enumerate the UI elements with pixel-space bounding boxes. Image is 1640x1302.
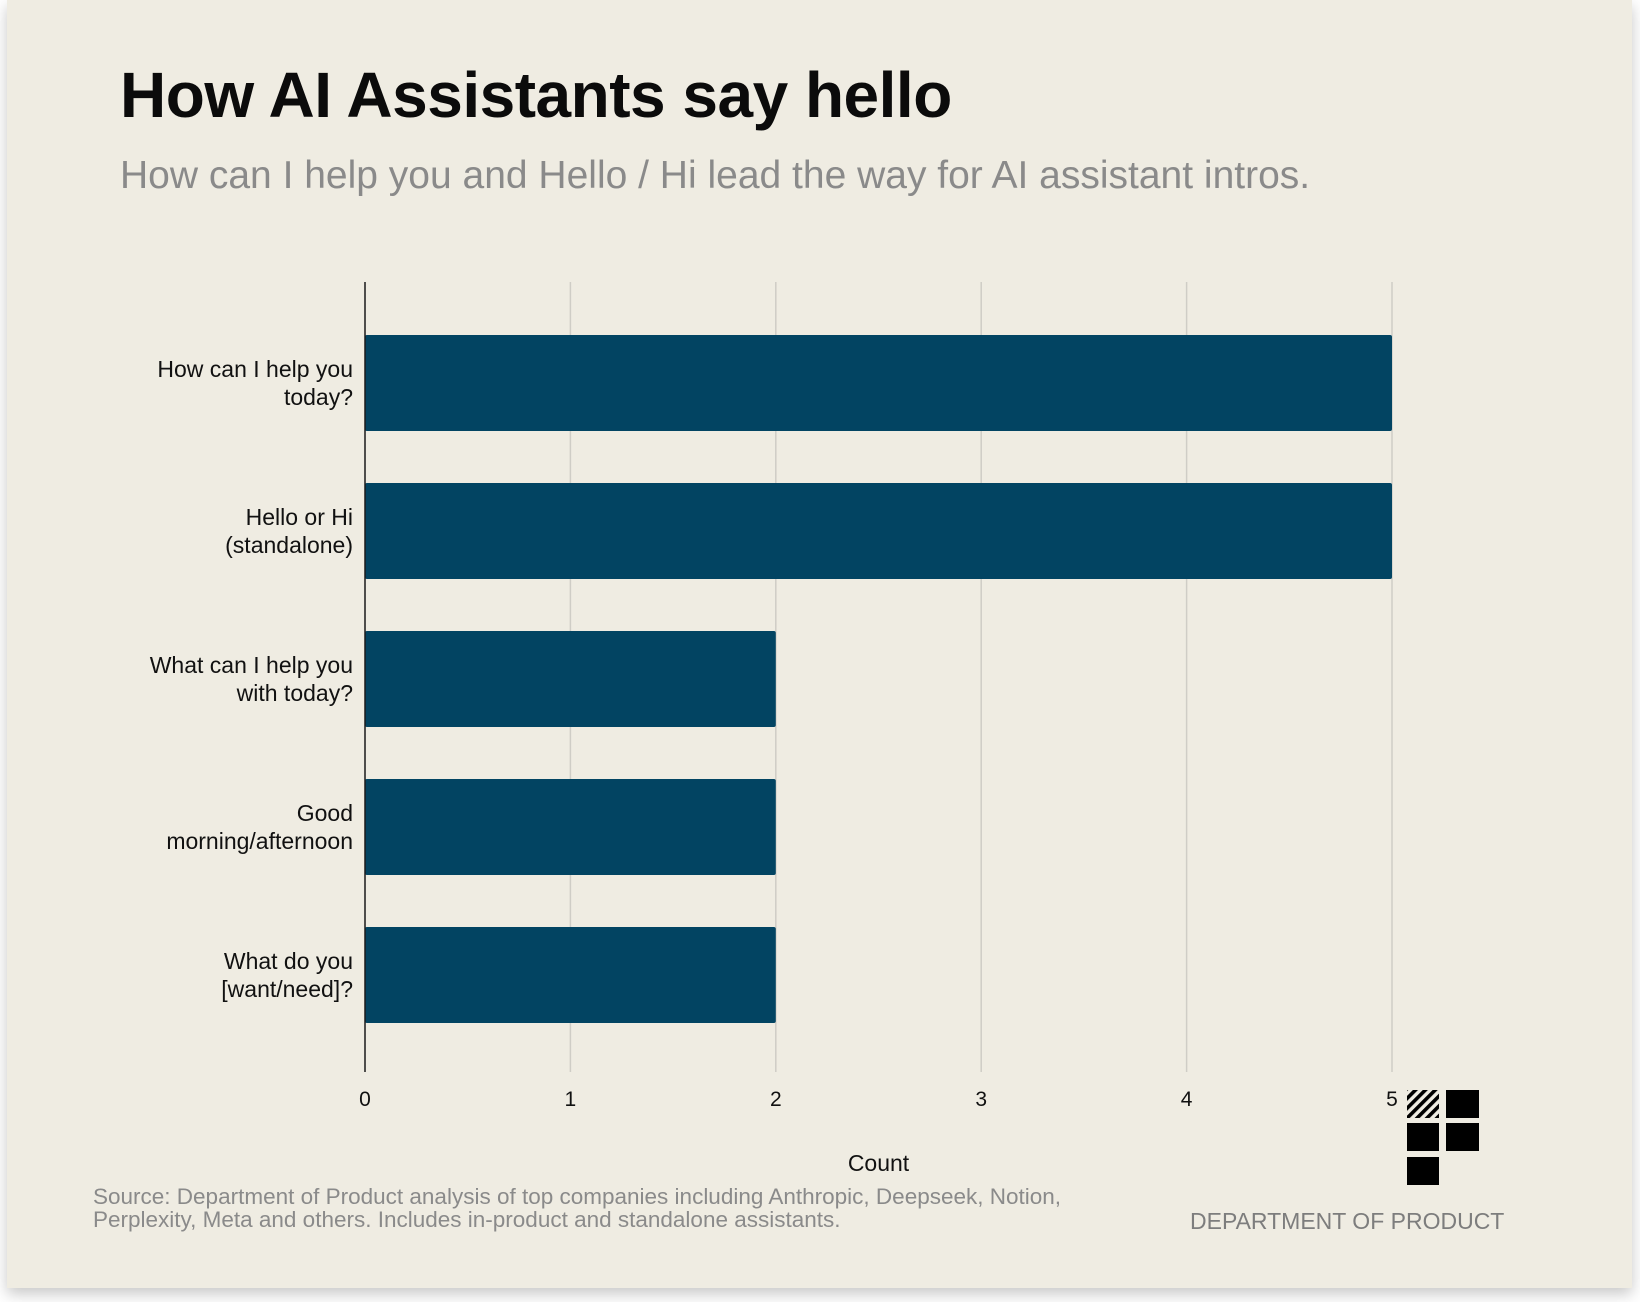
category-labels: How can I help you today? Hello or Hi (stan… (150, 356, 353, 1002)
category-label-line: morning/afternoon (166, 828, 353, 854)
bar (365, 779, 776, 875)
bars (365, 335, 1392, 1023)
department-of-product-logo-icon (1407, 1090, 1479, 1185)
category-label-line: Hello or Hi (246, 504, 353, 530)
category-label: How can I help you today? (157, 356, 353, 410)
category-label-line: with today? (236, 680, 353, 706)
category-label-line: What do you (224, 948, 353, 974)
brand-name: DEPARTMENT OF PRODUCT (1190, 1208, 1505, 1234)
category-label: Good morning/afternoon (166, 800, 353, 854)
chart-card: How AI Assistants say hello How can I he… (7, 0, 1632, 1288)
chart-title: How AI Assistants say hello (120, 59, 952, 131)
category-label-line: today? (284, 384, 353, 410)
bar (365, 335, 1392, 431)
category-label-line: How can I help you (157, 356, 353, 382)
category-label-line: Good (297, 800, 353, 826)
x-tick-label: 0 (359, 1088, 371, 1111)
bar (365, 927, 776, 1023)
category-label: What do you [want/need]? (221, 948, 353, 1002)
x-tick-labels: 0 1 2 3 4 5 (359, 1088, 1398, 1111)
category-label-line: (standalone) (225, 532, 353, 558)
x-tick-label: 5 (1386, 1088, 1398, 1111)
x-tick-label: 2 (770, 1088, 782, 1111)
category-label: What can I help you with today? (150, 652, 353, 706)
x-tick-label: 4 (1181, 1088, 1193, 1111)
chart-subtitle: How can I help you and Hello / Hi lead t… (120, 154, 1311, 197)
x-axis-label: Count (848, 1150, 910, 1176)
x-tick-label: 1 (565, 1088, 577, 1111)
x-tick-label: 3 (975, 1088, 987, 1111)
bar (365, 631, 776, 727)
category-label-line: [want/need]? (221, 976, 353, 1002)
category-label: Hello or Hi (standalone) (225, 504, 353, 558)
source-note: Source: Department of Product analysis o… (93, 1184, 1062, 1232)
bar (365, 483, 1392, 579)
category-label-line: What can I help you (150, 652, 353, 678)
